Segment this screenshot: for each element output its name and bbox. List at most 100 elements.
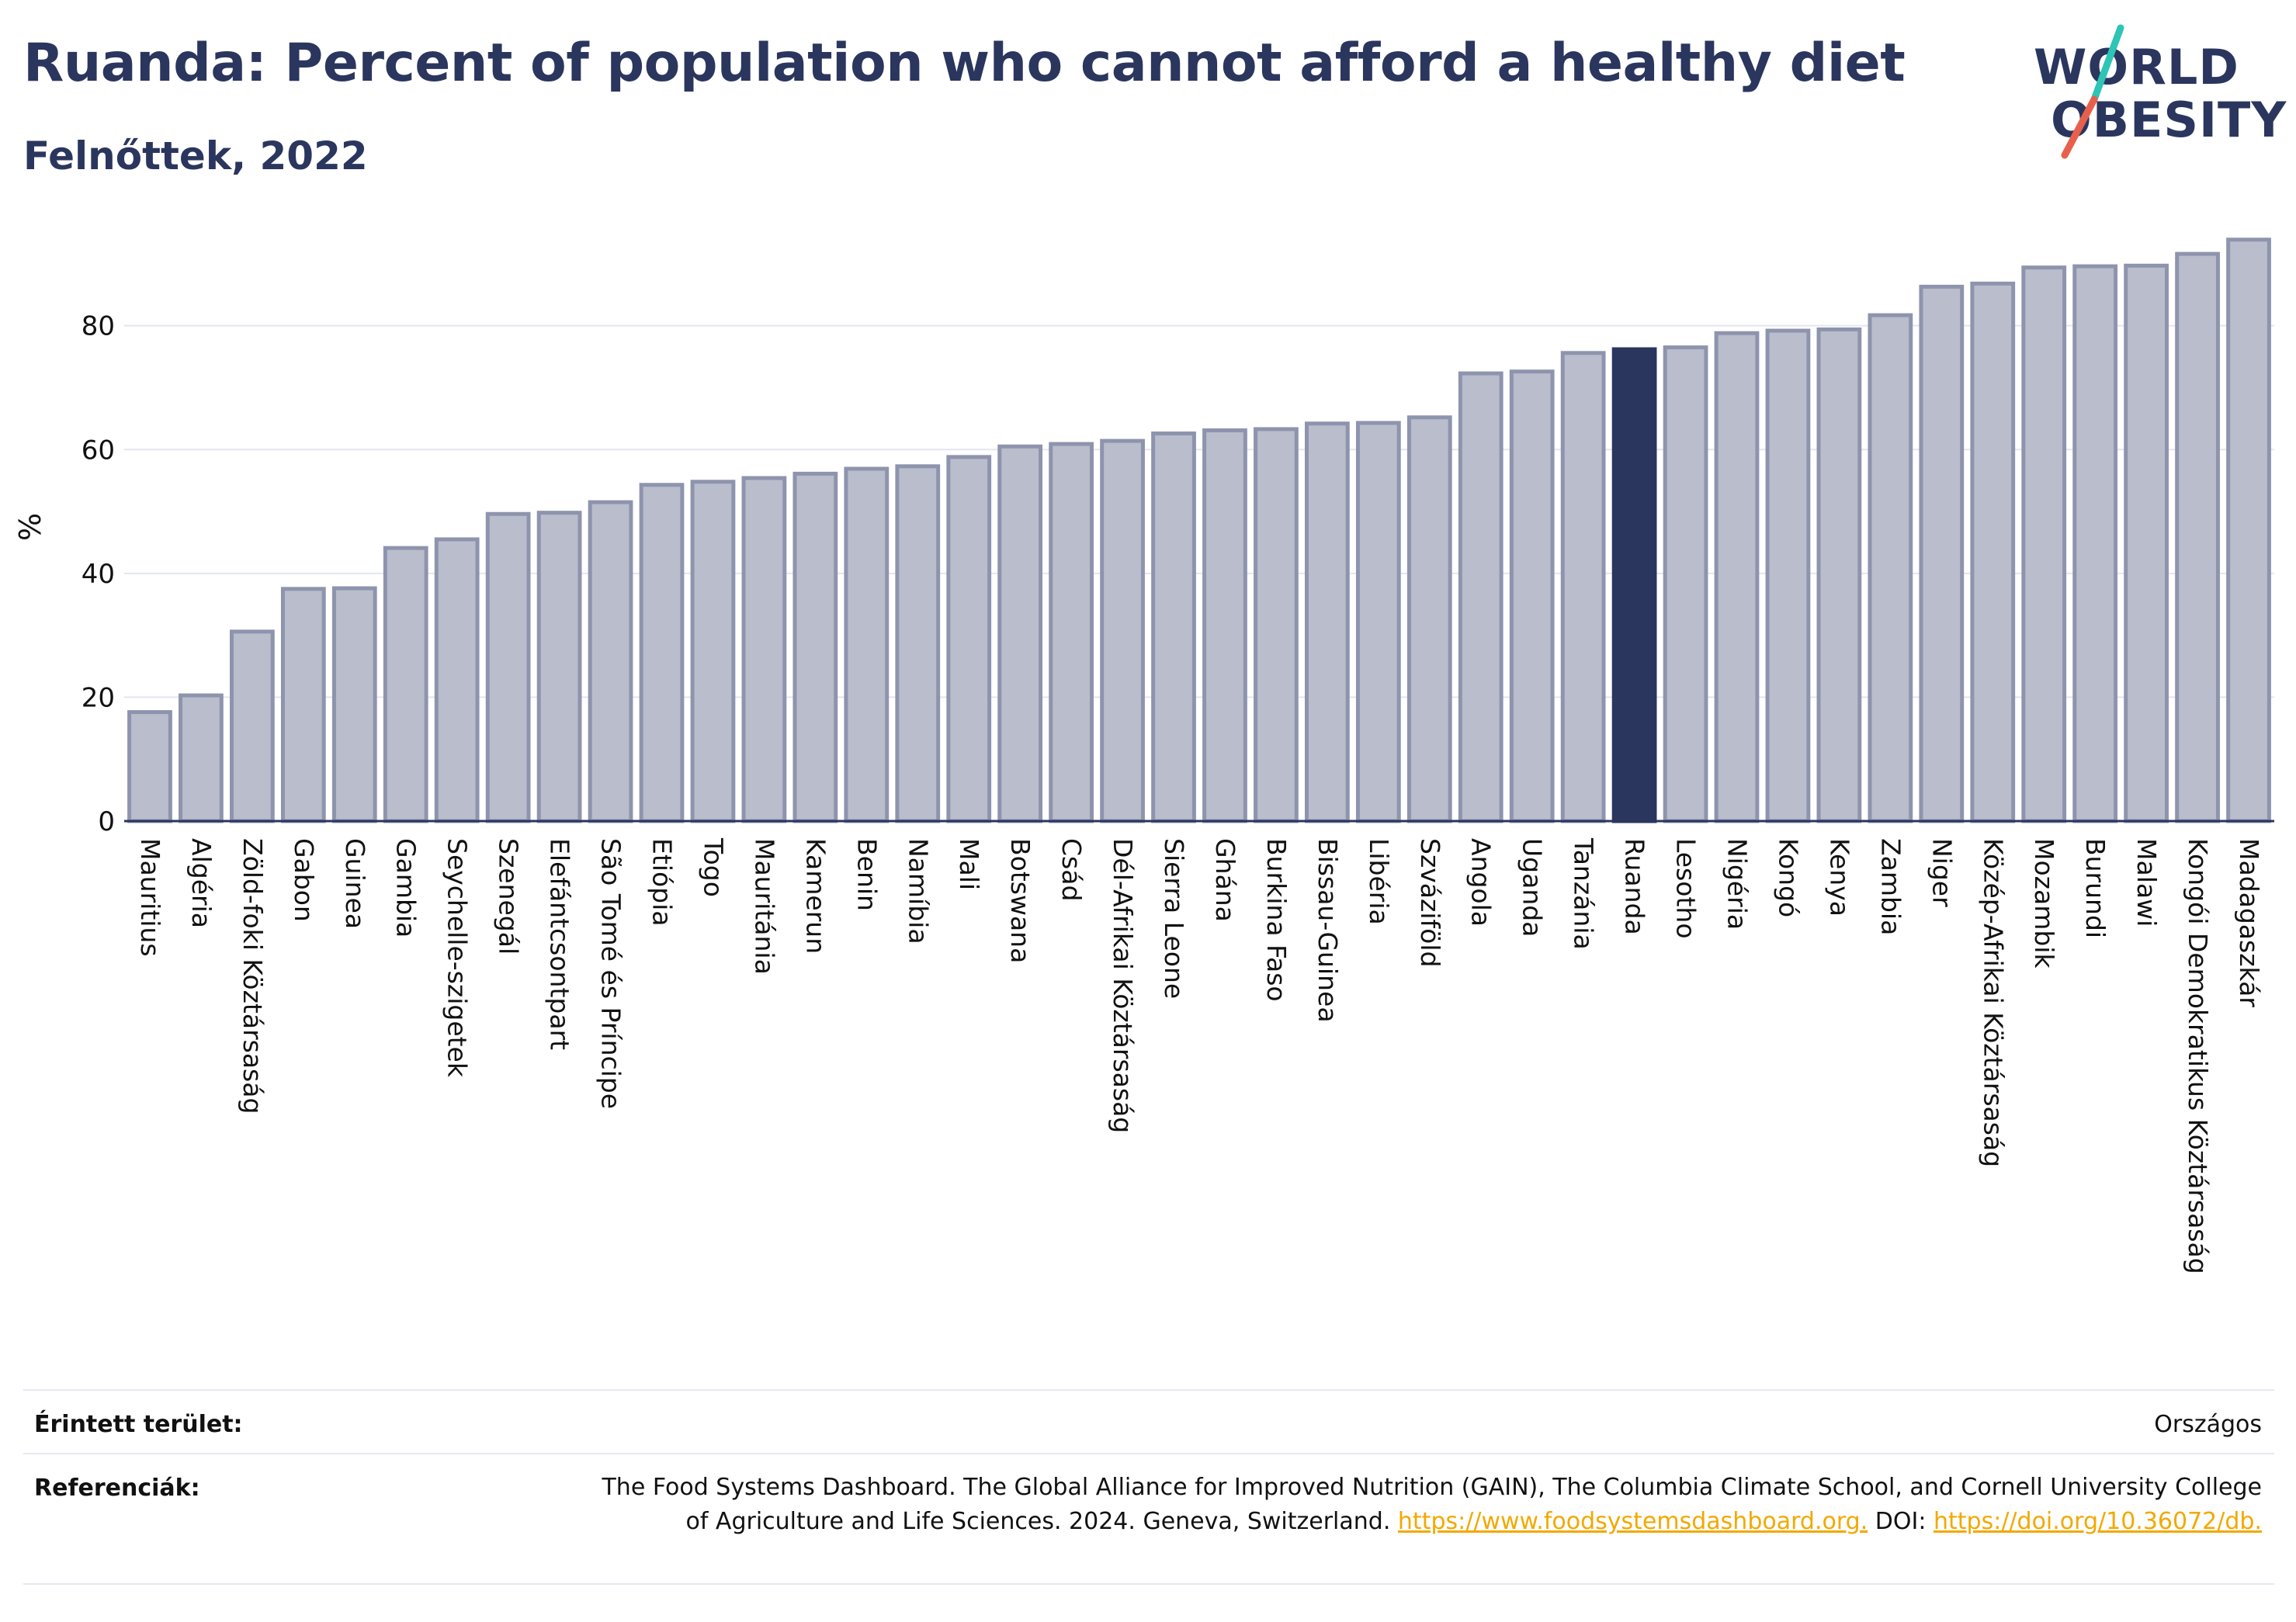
y-tick-label: 20 [82, 682, 115, 713]
bar [588, 500, 633, 823]
x-tick-label: Kongó [1773, 838, 1803, 917]
bar [485, 511, 531, 823]
bar-highlight [1611, 347, 1657, 823]
x-tick-label: Kamerun [800, 838, 831, 954]
x-tick-label: Lesotho [1671, 838, 1701, 939]
x-tick-label: Etiópia [647, 838, 678, 927]
reference-link-dashboard[interactable]: https://www.foodsystemsdashboard.org. [1397, 1508, 1868, 1535]
x-tick-label: Burundi [2080, 838, 2110, 938]
bars [127, 237, 2271, 823]
bar [1560, 351, 1606, 823]
bar [2175, 251, 2220, 823]
x-tick-label: Niger [1927, 838, 1957, 907]
bar [1765, 328, 1811, 823]
x-tick-label: Botswana [1005, 838, 1035, 963]
bar [2226, 237, 2271, 823]
bar [997, 444, 1043, 823]
x-tick-label: Szenegál [494, 838, 524, 955]
x-tick-label: Guinea [340, 838, 370, 929]
y-tick-label: 80 [82, 311, 115, 342]
x-tick-label: Madagaszkár [2234, 838, 2264, 1007]
bar [1816, 327, 1862, 823]
world-obesity-logo: WORLD OBESITY [2026, 23, 2286, 163]
x-tick-label: Burkina Faso [1261, 838, 1292, 1002]
x-tick-label: Gabon [289, 838, 319, 922]
bar [690, 480, 736, 823]
logo-text-world: WORLD [2034, 39, 2239, 95]
bar [1100, 438, 1145, 823]
x-tick-label: Bissau-Guinea [1313, 838, 1343, 1023]
bar [1919, 284, 1965, 823]
x-tick-label: Közép-Afrikai Köztársaság [1978, 838, 2008, 1167]
bar [1458, 371, 1503, 823]
x-tick-label: Kongói Demokratikus Köztársaság [2183, 838, 2213, 1274]
x-tick-label: Sierra Leone [1159, 838, 1189, 999]
x-tick-label: Elefántcsontpart [545, 838, 575, 1050]
x-tick-label: Angola [1466, 838, 1497, 927]
y-tick-label: 0 [98, 806, 115, 837]
bar [179, 693, 224, 823]
x-tick-label: Benin [851, 838, 882, 911]
x-tick-label: Dél-Afrikai Köztársaság [1108, 838, 1138, 1133]
area-value: Országos [2154, 1411, 2262, 1438]
x-tick-label: Togo [698, 837, 728, 897]
area-label: Érintett terület: [34, 1411, 243, 1438]
x-tick-label: Malawi [2131, 838, 2162, 927]
x-tick-label: Csád [1056, 838, 1087, 901]
gridlines [124, 324, 2274, 698]
bar [230, 629, 275, 823]
x-tick-label: Gambia [391, 838, 421, 938]
x-tick-label: Zöld-foki Köztársaság [238, 838, 268, 1114]
references-label: Referenciák: [34, 1475, 200, 1502]
bar [1049, 442, 1094, 823]
bar [383, 546, 428, 823]
x-tick-label: Mauritánia [749, 838, 779, 975]
bar-chart: 0 20 40 60 80% Mauritius Algéria Zöld-foki Közt… [13, 237, 2274, 1274]
bar [1714, 331, 1760, 823]
reference-link-doi[interactable]: https://doi.org/10.36072/db. [1934, 1508, 2262, 1535]
footer-divider [23, 1583, 2274, 1585]
x-tick-label: Nigéria [1722, 838, 1753, 930]
footer-divider [23, 1389, 2274, 1391]
x-tick-label: Libéria [1364, 838, 1394, 925]
bar [844, 466, 890, 823]
x-tick-label: Ruanda [1620, 838, 1650, 935]
bar [2021, 265, 2067, 823]
bar [1254, 427, 1299, 823]
bar [1202, 428, 1247, 823]
bar [1868, 313, 1913, 823]
x-tick-label: Namíbia [903, 838, 933, 944]
bar [2072, 264, 2118, 823]
references-text: The Food Systems Dashboard. The Global A… [585, 1471, 2262, 1539]
bar [280, 587, 326, 823]
chart-title: Ruanda: Percent of population who cannot… [23, 33, 1906, 94]
bar [1970, 281, 2016, 823]
bar [434, 537, 480, 823]
bar [1406, 415, 1452, 823]
bar [895, 464, 941, 823]
x-tick-label: Tanzánia [1569, 837, 1599, 950]
x-tick-label: Seychelle-szigetek [442, 838, 473, 1078]
reference-citation: The Food Systems Dashboard. The Global A… [602, 1474, 2262, 1535]
x-tick-label: São Tomé és Príncipe [596, 838, 626, 1109]
bar [1305, 421, 1350, 823]
y-tick-label: 40 [82, 559, 115, 590]
x-tick-label: Ghána [1210, 838, 1240, 922]
bar [331, 586, 377, 823]
bar [1663, 345, 1708, 823]
bar [946, 455, 992, 823]
x-tick-label: Algéria [186, 838, 217, 928]
logo-slash-icon [2061, 24, 2124, 159]
x-tick-label: Mali [954, 838, 984, 890]
x-tick-label: Szváziföld [1415, 838, 1445, 967]
bar [1509, 369, 1555, 823]
bar [1151, 431, 1196, 823]
tick-labels: 0 20 40 60 80% Mauritius Algéria Zöld-foki Közt… [13, 311, 2264, 1274]
bar [127, 710, 172, 823]
bar [741, 476, 787, 823]
chart-subtitle: Felnőttek, 2022 [23, 133, 368, 178]
x-tick-label: Mauritius [135, 838, 165, 957]
bar [639, 483, 685, 823]
bar [536, 511, 582, 823]
bar [2124, 263, 2169, 823]
